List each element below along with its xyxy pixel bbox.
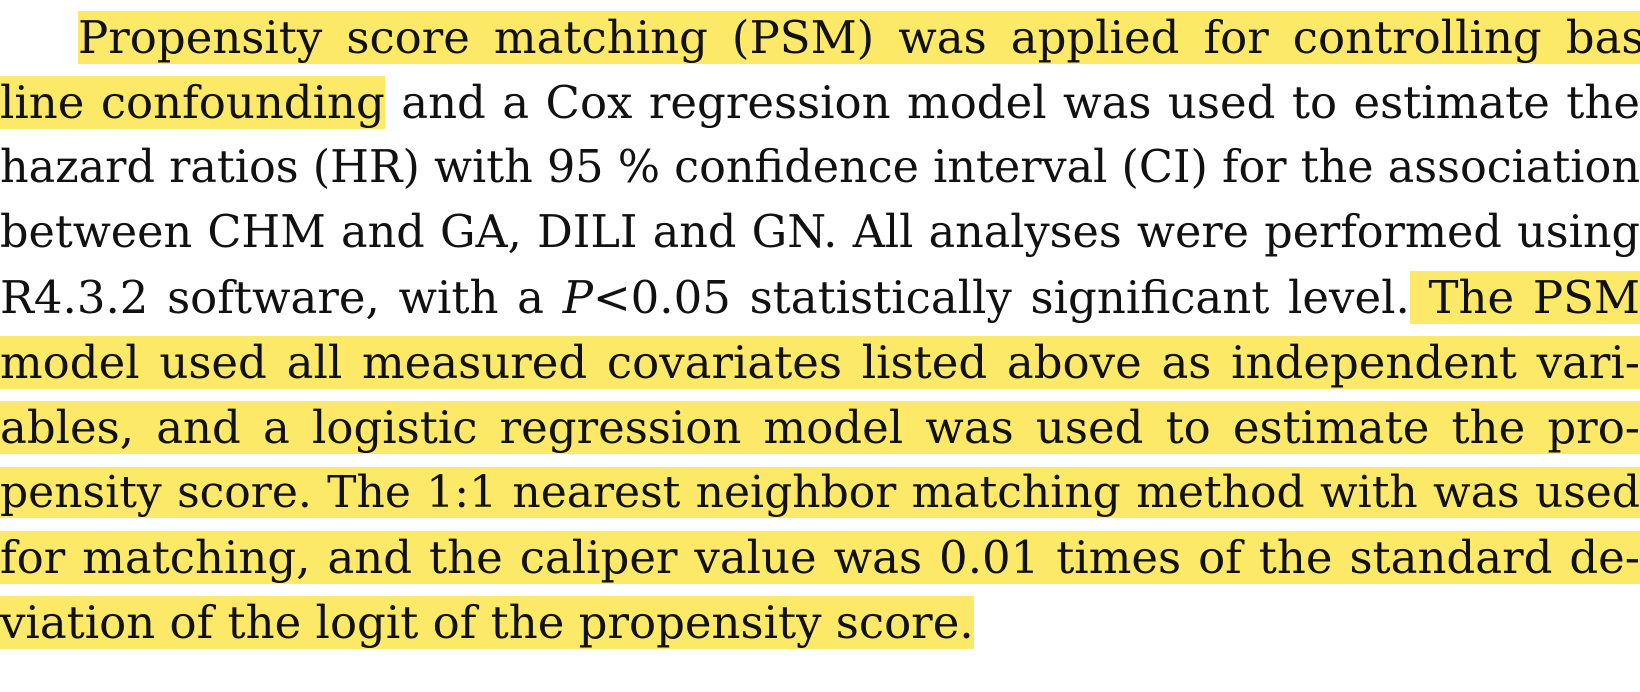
p-value-symbol: P bbox=[562, 271, 593, 324]
highlighted-text: Propensity score matching (PSM) was appl… bbox=[78, 11, 1640, 64]
text-line-8: pensity score. The 1:1 nearest neighbor … bbox=[0, 459, 1640, 527]
highlighted-text: viation of the logit of the propensity s… bbox=[0, 596, 974, 649]
body-text: <0.05 statistically significant level. bbox=[592, 271, 1410, 324]
body-text: between CHM and GA, DILI and GN. All ana… bbox=[0, 207, 1640, 258]
text-line-4: between CHM and GA, DILI and GN. All ana… bbox=[0, 199, 1640, 267]
highlighted-text: line confounding bbox=[0, 76, 385, 129]
highlighted-text: for matching, and the caliper value was … bbox=[0, 531, 1640, 584]
body-text: R4.3.2 software, with a bbox=[0, 271, 563, 324]
text-line-2: line confounding and a Cox regression mo… bbox=[0, 69, 1640, 137]
text-line-7: ables, and a logistic regression model w… bbox=[0, 394, 1640, 462]
text-line-5: R4.3.2 software, with a P<0.05 statistic… bbox=[0, 264, 1640, 332]
highlighted-text: pensity score. The 1:1 nearest neighbor … bbox=[0, 467, 1640, 518]
text-line-6: model used all measured covariates liste… bbox=[0, 329, 1640, 397]
text-line-1: Propensity score matching (PSM) was appl… bbox=[0, 4, 1640, 72]
text-line-3: hazard ratios (HR) with 95 % confidence … bbox=[0, 134, 1640, 202]
text-line-9: for matching, and the caliper value was … bbox=[0, 524, 1640, 592]
body-text: hazard ratios (HR) with 95 % confidence … bbox=[0, 142, 1640, 193]
body-text: and a Cox regression model was used to e… bbox=[384, 76, 1640, 129]
highlighted-text: ables, and a logistic regression model w… bbox=[0, 401, 1640, 454]
highlighted-text: model used all measured covariates liste… bbox=[0, 336, 1640, 389]
text-line-10: viation of the logit of the propensity s… bbox=[0, 589, 1640, 657]
highlighted-text: The PSM bbox=[1409, 271, 1640, 324]
